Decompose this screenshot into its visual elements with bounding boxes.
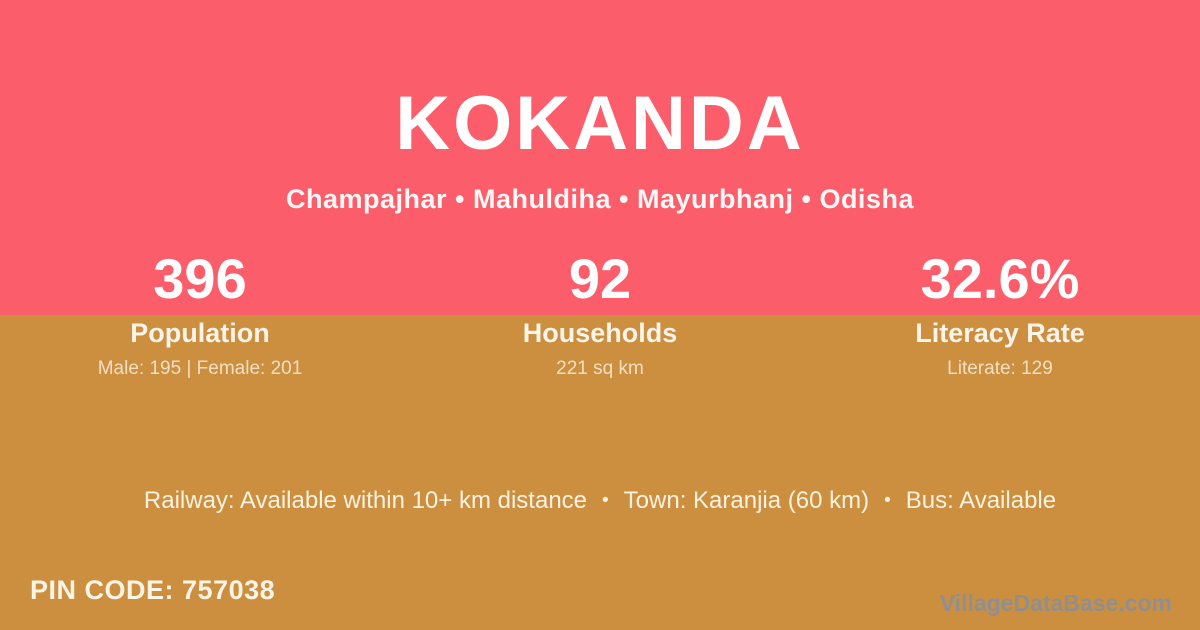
literacy-value: 32.6% xyxy=(920,247,1080,310)
gold-panel xyxy=(0,315,1200,630)
households-label: Households xyxy=(522,318,678,348)
bullet-separator: • xyxy=(884,490,891,511)
stat-column-households: 92 Households 221 sq km xyxy=(400,250,800,380)
location-breadcrumb: Champajhar • Mahuldiha • Mayurbhanj • Od… xyxy=(286,184,914,214)
pink-banner xyxy=(0,0,1200,315)
pin-code-value: 757038 xyxy=(182,575,276,605)
literacy-detail: Literate: 129 xyxy=(947,358,1053,380)
village-name-title: KOKANDA xyxy=(395,81,805,166)
railway-info: Railway: Available within 10+ km distanc… xyxy=(143,487,588,514)
population-detail: Male: 195 | Female: 201 xyxy=(97,358,303,380)
town-info: Town: Karanjia (60 km) xyxy=(623,487,870,514)
pin-code: PIN CODE: 757038 xyxy=(30,575,275,606)
stat-column-literacy: 32.6% Literacy Rate Literate: 129 xyxy=(800,250,1200,380)
households-detail: 221 sq km xyxy=(556,358,644,380)
households-value: 92 xyxy=(568,247,632,310)
pin-code-label: PIN CODE: xyxy=(30,575,175,605)
bullet-separator: • xyxy=(602,490,609,511)
stats-row: 396 Population Male: 195 | Female: 201 9… xyxy=(0,250,1200,380)
transit-info-line: Railway: Available within 10+ km distanc… xyxy=(0,487,1200,515)
literacy-label: Literacy Rate xyxy=(915,318,1085,348)
population-label: Population xyxy=(130,318,270,348)
watermark-brand: VillageDataBase.com xyxy=(939,590,1172,616)
stat-column-population: 396 Population Male: 195 | Female: 201 xyxy=(0,250,400,380)
bus-info: Bus: Available xyxy=(905,487,1057,514)
population-value: 396 xyxy=(153,247,247,310)
